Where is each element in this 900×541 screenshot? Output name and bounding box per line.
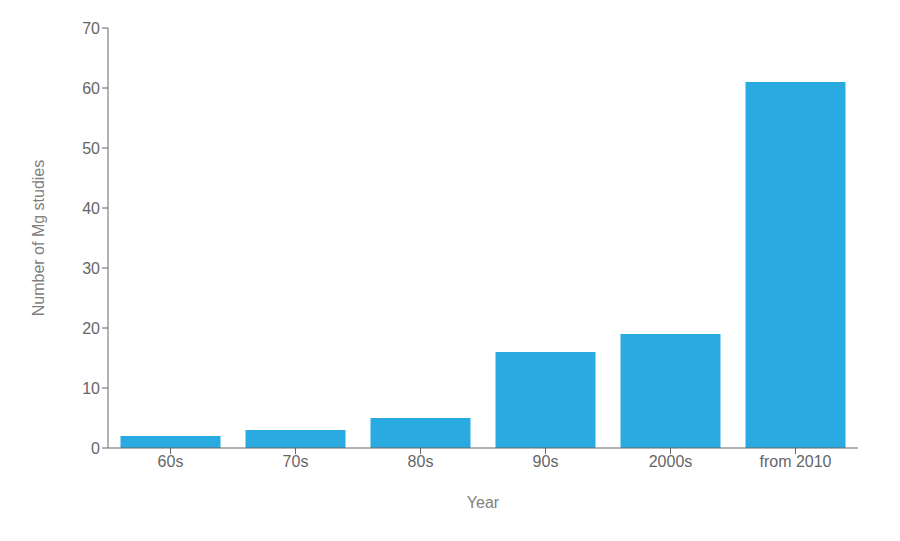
svg-text:2000s: 2000s [649, 453, 693, 470]
svg-text:70: 70 [82, 20, 100, 37]
svg-text:60s: 60s [158, 453, 184, 470]
svg-text:30: 30 [82, 260, 100, 277]
svg-text:20: 20 [82, 320, 100, 337]
svg-text:0: 0 [91, 440, 100, 457]
svg-text:90s: 90s [533, 453, 559, 470]
svg-text:10: 10 [82, 380, 100, 397]
svg-text:50: 50 [82, 140, 100, 157]
svg-text:Number of Mg studies: Number of Mg studies [30, 160, 47, 317]
svg-text:80s: 80s [408, 453, 434, 470]
svg-text:40: 40 [82, 200, 100, 217]
svg-text:from 2010: from 2010 [759, 453, 831, 470]
svg-text:Year: Year [467, 494, 500, 511]
svg-text:60: 60 [82, 80, 100, 97]
svg-text:70s: 70s [283, 453, 309, 470]
